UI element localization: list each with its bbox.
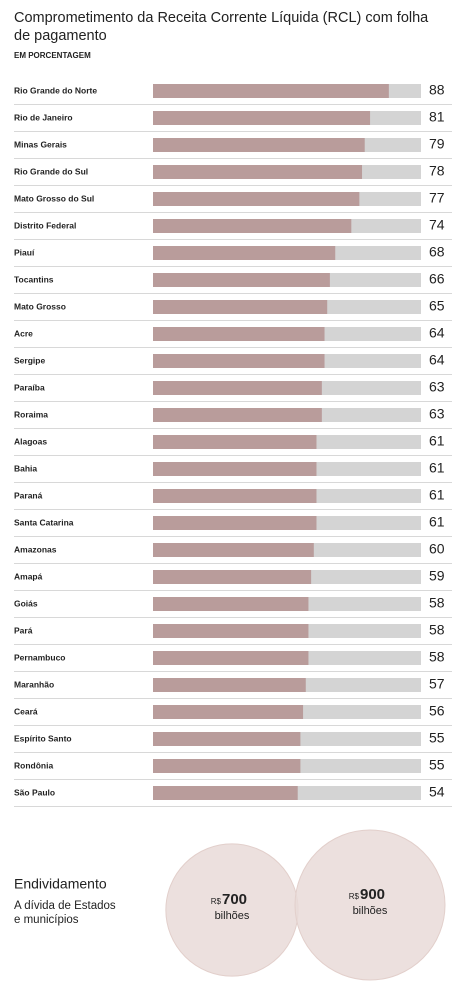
- bar: [153, 192, 360, 206]
- value-label: 55: [429, 730, 445, 746]
- value-label: 61: [429, 487, 445, 503]
- category-label: Rondônia: [14, 760, 53, 770]
- bar: [153, 84, 389, 98]
- value-label: 55: [429, 757, 445, 773]
- bar: [153, 165, 363, 179]
- value-label: 60: [429, 541, 445, 557]
- category-label: Paraná: [14, 490, 43, 500]
- bubble-unit: bilhões: [353, 905, 388, 917]
- category-label: Sergipe: [14, 355, 45, 365]
- bar: [153, 111, 371, 125]
- category-label: Acre: [14, 328, 33, 338]
- category-label: Rio de Janeiro: [14, 112, 73, 122]
- bar: [153, 327, 325, 341]
- value-label: 64: [429, 352, 445, 368]
- title-line: Comprometimento da Receita Corrente Líqu…: [14, 10, 429, 26]
- title-line: de pagamento: [14, 28, 107, 44]
- value-label: 88: [429, 82, 445, 98]
- category-label: Paraíba: [14, 382, 45, 392]
- category-label: Roraima: [14, 409, 48, 419]
- category-label: São Paulo: [14, 787, 55, 797]
- category-label: Maranhão: [14, 679, 54, 689]
- bar: [153, 354, 325, 368]
- bubble: [294, 829, 446, 981]
- bar: [153, 381, 322, 395]
- value-label: 68: [429, 244, 445, 260]
- value-label: 61: [429, 433, 445, 449]
- category-label: Alagoas: [14, 436, 47, 446]
- value-label: 59: [429, 568, 445, 584]
- value-label: 78: [429, 163, 445, 179]
- category-label: Distrito Federal: [14, 220, 76, 230]
- category-label: Goiás: [14, 598, 38, 608]
- category-label: Amapá: [14, 571, 43, 581]
- value-label: 63: [429, 406, 445, 422]
- category-label: Santa Catarina: [14, 517, 74, 527]
- chart-title: Comprometimento da Receita Corrente Líqu…: [14, 10, 429, 44]
- value-label: 54: [429, 784, 445, 800]
- value-label: 58: [429, 595, 445, 611]
- bar: [153, 489, 317, 503]
- bar: [153, 408, 322, 422]
- bubble-prefix: R$: [211, 897, 222, 906]
- bar: [153, 300, 328, 314]
- value-label: 63: [429, 379, 445, 395]
- chart-subtitle: EM PORCENTAGEM: [14, 51, 91, 60]
- bar: [153, 246, 336, 260]
- bubble-prefix: R$: [349, 892, 360, 901]
- category-label: Espírito Santo: [14, 733, 72, 743]
- category-label: Minas Gerais: [14, 139, 67, 149]
- bubble-value: 900: [360, 886, 385, 903]
- bar: [153, 543, 314, 557]
- bar: [153, 597, 309, 611]
- bar: [153, 273, 330, 287]
- value-label: 61: [429, 460, 445, 476]
- value-label: 57: [429, 676, 445, 692]
- bar: [153, 786, 298, 800]
- subtitle-line: A dívida de Estados: [14, 900, 116, 912]
- subtitle-line: e municípios: [14, 914, 79, 926]
- section-title: Endividamento: [14, 876, 107, 892]
- section-subtitle: A dívida de Estados e municípios: [14, 900, 116, 926]
- bubble-value: 700: [222, 891, 247, 908]
- bar: [153, 570, 312, 584]
- bar: [153, 705, 304, 719]
- bar: [153, 624, 309, 638]
- category-label: Rio Grande do Sul: [14, 166, 88, 176]
- value-label: 58: [429, 622, 445, 638]
- category-label: Pernambuco: [14, 652, 66, 662]
- category-label: Amazonas: [14, 544, 57, 554]
- bar: [153, 732, 301, 746]
- category-label: Mato Grosso do Sul: [14, 193, 94, 203]
- bar: [153, 138, 365, 152]
- category-label: Rio Grande do Norte: [14, 85, 97, 95]
- value-label: 66: [429, 271, 445, 287]
- bar: [153, 678, 306, 692]
- bar: [153, 759, 301, 773]
- value-label: 77: [429, 190, 445, 206]
- category-label: Bahia: [14, 463, 37, 473]
- category-label: Mato Grosso: [14, 301, 66, 311]
- bar: [153, 435, 317, 449]
- value-label: 79: [429, 136, 445, 152]
- value-label: 65: [429, 298, 445, 314]
- value-label: 61: [429, 514, 445, 530]
- bar: [153, 516, 317, 530]
- category-label: Ceará: [14, 706, 38, 716]
- value-label: 81: [429, 109, 445, 125]
- value-label: 58: [429, 649, 445, 665]
- bar: [153, 651, 309, 665]
- value-label: 64: [429, 325, 445, 341]
- bubble-unit: bilhões: [215, 910, 250, 922]
- category-label: Piauí: [14, 247, 35, 257]
- value-label: 74: [429, 217, 445, 233]
- bar: [153, 219, 352, 233]
- bar: [153, 462, 317, 476]
- value-label: 56: [429, 703, 445, 719]
- category-label: Pará: [14, 625, 33, 635]
- category-label: Tocantins: [14, 274, 54, 284]
